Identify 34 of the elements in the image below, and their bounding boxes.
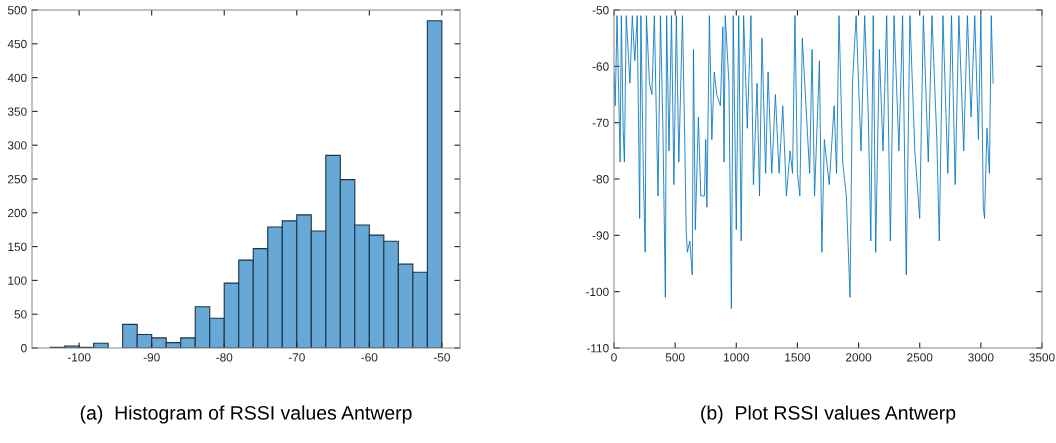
y-tick-label: -80 <box>592 175 609 184</box>
y-tick-label: 450 <box>7 39 27 49</box>
x-tick-label: -90 <box>143 353 160 362</box>
x-tick-label: -100 <box>67 353 91 362</box>
y-tick-label: -60 <box>592 62 609 71</box>
x-tick-label: 1500 <box>785 353 811 362</box>
x-tick-label: 500 <box>665 353 685 362</box>
y-tick-label: -70 <box>592 118 609 128</box>
text: (b) Plot RSSI values Antwerp <box>701 405 956 424</box>
x-tick-label: 1000 <box>724 353 749 362</box>
y-tick-label: -90 <box>592 231 609 240</box>
x-tick-label: -70 <box>288 353 305 362</box>
y-tick-label: 400 <box>7 73 27 82</box>
x-tick-label: 2500 <box>907 353 933 362</box>
y-tick-label: 150 <box>8 242 27 251</box>
x-tick-label: -60 <box>361 353 378 362</box>
x-tick-label: -50 <box>433 353 450 362</box>
text: (a) Histogram of RSSI values Antwerp <box>80 405 412 424</box>
y-tick-label: 300 <box>7 141 27 150</box>
x-tick-label: -80 <box>216 353 233 362</box>
y-tick-label: 200 <box>8 208 27 218</box>
x-tick-label: 3000 <box>968 353 994 362</box>
x-tick-label: 0 <box>611 353 617 362</box>
y-tick-label: -100 <box>586 287 609 297</box>
y-tick-label: 500 <box>7 6 27 15</box>
y-tick-label: 50 <box>14 310 27 319</box>
y-tick-label: 350 <box>7 107 27 116</box>
x-tick-label: 2000 <box>846 353 872 362</box>
x-tick-label: 3500 <box>1029 353 1055 362</box>
y-tick-label: 100 <box>8 276 27 285</box>
y-tick-label: 250 <box>8 175 27 184</box>
y-tick-label: -50 <box>592 6 609 15</box>
y-tick-label: -110 <box>586 344 609 353</box>
y-tick-label: 0 <box>21 344 27 353</box>
